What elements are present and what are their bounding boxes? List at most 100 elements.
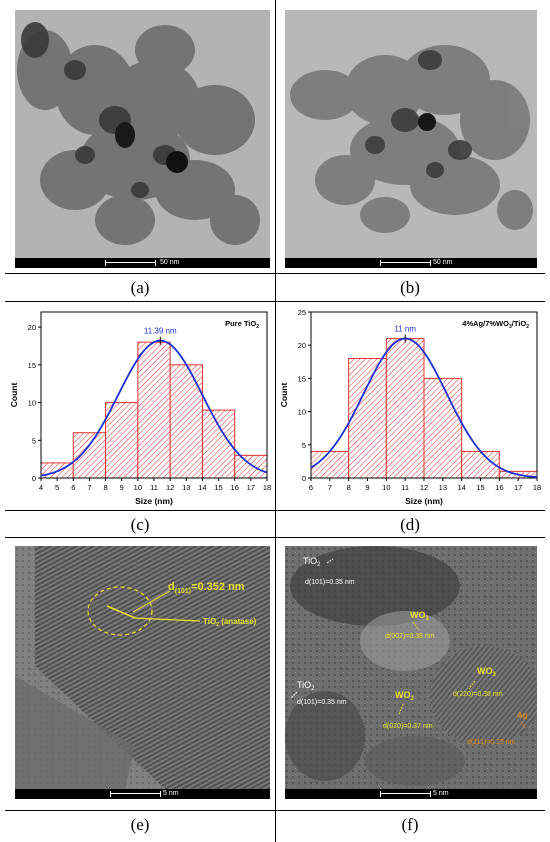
- histogram-c: 4 5 6 7 8 9 10 11 12 13 14 15 16 17 18 0 5 10 15 20 Size (nm…: [5, 302, 275, 510]
- y-tick-label: 20: [28, 323, 36, 332]
- y-tick-label: 5: [32, 436, 36, 445]
- y-axis-label: Count: [279, 383, 289, 408]
- f-tio2-bottom: TiO: [297, 680, 311, 690]
- y-tick-label: 0: [32, 474, 36, 483]
- f-wo3-b: WO: [477, 666, 493, 676]
- f-tio2-top: TiO: [303, 556, 317, 566]
- peak-label: 11.39 nm: [144, 327, 177, 336]
- tem-image-b: 50 nm: [285, 10, 537, 268]
- histogram-bar: [169, 364, 203, 479]
- caption-a: (a): [130, 278, 150, 297]
- x-tick-label: 6: [309, 483, 313, 492]
- f-d101-top: d(101)=0.35 nm: [305, 579, 355, 586]
- histogram-bar: [72, 432, 107, 479]
- histogram-bar: [461, 450, 500, 479]
- histogram-bar: [234, 454, 268, 479]
- x-axis-label: Size (nm): [405, 496, 443, 506]
- f-d220: d(220)=0.38 nm: [453, 691, 503, 698]
- figure-grid: 50 nm (a): [5, 0, 545, 842]
- x-tick-label: 10: [382, 483, 390, 492]
- chart-title-suffix-sub: 2: [526, 324, 529, 330]
- y-tick-label: 5: [302, 441, 306, 450]
- caption-f: (f): [401, 815, 419, 834]
- svg-text:TiO2: TiO2: [297, 680, 315, 692]
- x-tick-label: 15: [214, 483, 222, 492]
- scale-bar-label-b: 50 nm: [433, 259, 453, 266]
- x-tick-label: 5: [55, 483, 59, 492]
- grid-divider-1: [5, 273, 545, 274]
- y-tick-label: 25: [298, 308, 306, 317]
- svg-text:WO3: WO3: [395, 690, 415, 702]
- grid-divider-3: [5, 510, 545, 511]
- y-tick-label: 20: [298, 341, 306, 350]
- x-tick-label: 18: [533, 483, 541, 492]
- x-tick-label: 18: [263, 483, 271, 492]
- gaussian-fit-curve: [310, 337, 538, 479]
- peak-label: 11 nm: [394, 325, 416, 334]
- x-tick-label: 15: [476, 483, 484, 492]
- f-d101-bottom: d(101)=0.35 nm: [297, 699, 347, 706]
- histogram-d-svg: 6 7 8 9 10 11 12 13 14 15 16 17 18 0 5 10 15 20 25 Size (nm…: [279, 308, 541, 506]
- histogram-bar: [105, 402, 139, 479]
- x-tick-label: 16: [231, 483, 239, 492]
- svg-text:WO3: WO3: [410, 610, 430, 622]
- x-tick-label: 14: [457, 483, 465, 492]
- y-tick-label: 10: [28, 399, 36, 408]
- f-wo3-a: WO: [410, 610, 426, 620]
- chart-title-sub: 2: [256, 324, 259, 330]
- f-ag-label: Ag: [517, 711, 528, 720]
- x-tick-label: 13: [439, 483, 447, 492]
- chart-title-main: Pure TiO: [225, 319, 256, 328]
- x-tick-label: 10: [134, 483, 142, 492]
- y-tick-label: 15: [298, 374, 306, 383]
- x-tick-label: 9: [120, 483, 124, 492]
- f-wo3-a-sub: 3: [426, 616, 430, 622]
- e-phase-sub: 2: [216, 622, 219, 628]
- e-d-sub: (101): [175, 588, 191, 595]
- f-wo3-c: WO: [395, 690, 411, 700]
- y-tick-label: 15: [28, 361, 36, 370]
- svg-text:d(101)=0.352 nm: d(101)=0.352 nm: [168, 581, 245, 595]
- gaussian-fit-curve: [40, 339, 268, 477]
- caption-b: (b): [400, 278, 420, 297]
- x-tick-label: 11: [150, 483, 158, 492]
- hrtem-image-f: TiO2 d(101)=0.35 nm WO3 d(002)=0.38 nm W…: [285, 546, 537, 799]
- f-wo3-b-sub: 3: [493, 672, 497, 678]
- histogram-bar: [348, 357, 387, 479]
- grid-divider-vertical: [275, 0, 276, 842]
- chart-title: Pure TiO2: [225, 319, 259, 330]
- svg-text:TiO2: TiO2: [303, 556, 321, 568]
- chart-title-suffix: /TiO: [512, 319, 527, 328]
- x-tick-label: 8: [103, 483, 107, 492]
- caption-d: (d): [400, 515, 420, 534]
- e-d-value: =0.352 nm: [191, 581, 245, 593]
- histogram-d: 6 7 8 9 10 11 12 13 14 15 16 17 18 0 5 10 15 20 25 Size (nm…: [275, 302, 545, 510]
- e-phase-suffix: (anatase): [219, 617, 257, 626]
- grid-divider-5: [5, 810, 545, 811]
- caption-c: (c): [130, 515, 150, 534]
- x-tick-label: 7: [328, 483, 332, 492]
- histogram-c-svg: 4 5 6 7 8 9 10 11 12 13 14 15 16 17 18 0 5 10 15 20 Size (nm…: [9, 311, 271, 506]
- e-d-prefix: d: [168, 581, 175, 593]
- chart-title-sub: 3: [509, 324, 512, 330]
- f-tio2-top-sub: 2: [317, 562, 321, 568]
- y-tick-label: 0: [302, 474, 306, 483]
- scale-bar-label-f: 5 nm: [433, 790, 449, 797]
- histogram-bar: [385, 338, 425, 479]
- chart-title-main: 4%Ag/7%WO: [462, 319, 509, 328]
- scale-bar-a: 50 nm: [15, 258, 270, 268]
- tem-image-a: 50 nm: [15, 10, 270, 268]
- chart-title: 4%Ag/7%WO3/TiO2: [462, 319, 529, 330]
- y-axis-label: Count: [9, 383, 19, 408]
- scale-bar-label-e: 5 nm: [163, 790, 179, 797]
- x-tick-label: 17: [514, 483, 522, 492]
- scale-bar-f: 5 nm: [285, 789, 537, 799]
- f-d002: d(002)=0.38 nm: [385, 633, 435, 640]
- scale-bar-label-a: 50 nm: [160, 259, 180, 266]
- x-tick-label: 12: [166, 483, 174, 492]
- x-tick-label: 8: [347, 483, 351, 492]
- x-tick-label: 7: [87, 483, 91, 492]
- x-tick-label: 12: [420, 483, 428, 492]
- histogram-bar: [423, 377, 463, 479]
- x-tick-label: 13: [182, 483, 190, 492]
